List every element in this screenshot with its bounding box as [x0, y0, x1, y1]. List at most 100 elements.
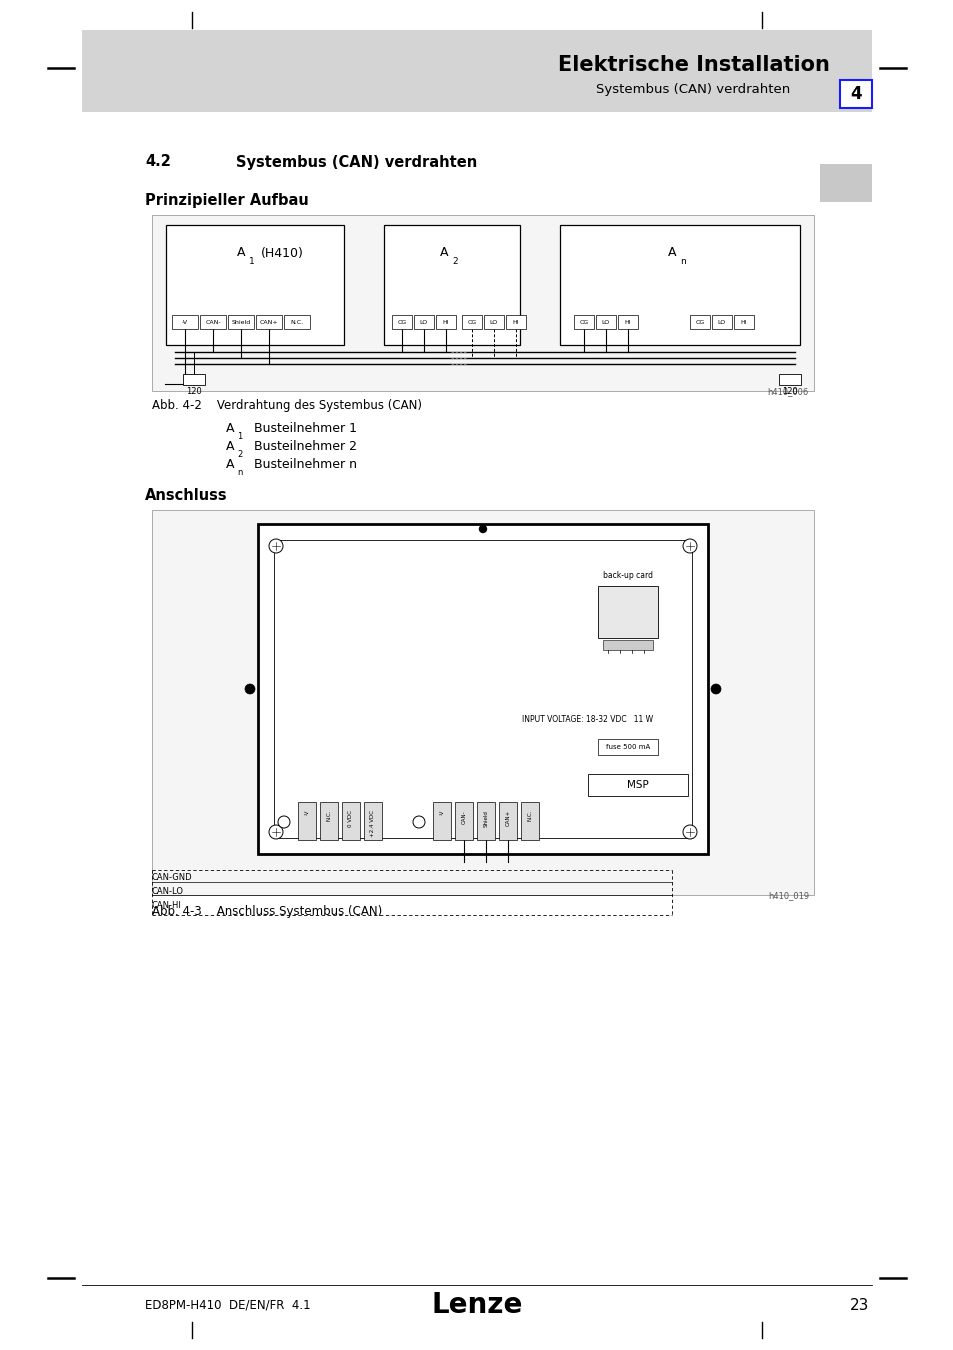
- Text: Abb. 4-3    Anschluss Systembus (CAN): Abb. 4-3 Anschluss Systembus (CAN): [152, 906, 382, 918]
- Text: CAN-GND: CAN-GND: [152, 873, 193, 883]
- Text: HI: HI: [740, 320, 746, 324]
- Text: LO: LO: [419, 320, 428, 324]
- Circle shape: [682, 539, 697, 553]
- Bar: [505, 315, 525, 329]
- Bar: [228, 315, 253, 329]
- Text: A: A: [225, 421, 233, 435]
- Text: 1: 1: [236, 432, 242, 441]
- Text: CAN-: CAN-: [205, 320, 220, 324]
- Text: N.C.: N.C.: [326, 810, 331, 821]
- Text: 1: 1: [249, 256, 254, 266]
- Text: 120: 120: [781, 386, 797, 396]
- Circle shape: [710, 684, 720, 694]
- Text: Systembus (CAN) verdrahten: Systembus (CAN) verdrahten: [235, 154, 476, 170]
- Text: CAN+: CAN+: [259, 320, 278, 324]
- Text: +2.4 VDC: +2.4 VDC: [370, 810, 375, 837]
- Bar: [455, 802, 473, 840]
- Text: A: A: [667, 247, 676, 259]
- Bar: [461, 315, 481, 329]
- Bar: [733, 315, 753, 329]
- Text: Prinzipieller Aufbau: Prinzipieller Aufbau: [145, 193, 309, 208]
- Text: Systembus (CAN) verdrahten: Systembus (CAN) verdrahten: [595, 84, 789, 96]
- Text: HI: HI: [442, 320, 449, 324]
- Bar: [255, 315, 282, 329]
- Text: Abb. 4-2    Verdrahtung des Systembus (CAN): Abb. 4-2 Verdrahtung des Systembus (CAN): [152, 400, 421, 413]
- Text: Elektrische Installation: Elektrische Installation: [558, 55, 829, 76]
- Text: MSP: MSP: [626, 780, 648, 790]
- Bar: [152, 510, 813, 895]
- Text: 4: 4: [849, 85, 861, 103]
- Text: HI: HI: [624, 320, 631, 324]
- Bar: [152, 215, 813, 392]
- Text: CAN-: CAN-: [461, 810, 466, 824]
- Bar: [433, 802, 451, 840]
- Bar: [341, 802, 359, 840]
- Bar: [596, 315, 616, 329]
- Text: CAN-HI: CAN-HI: [152, 902, 182, 910]
- Bar: [520, 802, 538, 840]
- Text: CAN-LO: CAN-LO: [152, 887, 184, 896]
- Bar: [297, 802, 315, 840]
- Text: Busteilnehmer 1: Busteilnehmer 1: [253, 421, 356, 435]
- Text: CG: CG: [578, 320, 588, 324]
- Text: Lenze: Lenze: [431, 1291, 522, 1319]
- Text: Busteilnehmer n: Busteilnehmer n: [253, 458, 356, 471]
- Text: N.C.: N.C.: [527, 810, 532, 821]
- Text: 120: 120: [186, 386, 202, 396]
- Bar: [183, 374, 205, 385]
- Text: CG: CG: [695, 320, 704, 324]
- Text: back-up card: back-up card: [602, 571, 652, 580]
- Text: fuse 500 mA: fuse 500 mA: [605, 744, 649, 751]
- Bar: [602, 640, 652, 649]
- Bar: [319, 802, 337, 840]
- Bar: [574, 315, 594, 329]
- Text: h410_006: h410_006: [767, 387, 808, 396]
- Text: A: A: [236, 247, 245, 259]
- Bar: [820, 163, 871, 202]
- Text: CG: CG: [467, 320, 476, 324]
- Circle shape: [479, 525, 486, 532]
- Bar: [257, 524, 707, 855]
- Text: 2: 2: [236, 450, 242, 459]
- Circle shape: [269, 825, 283, 838]
- Bar: [711, 315, 731, 329]
- Text: INPUT VOLTAGE: 18-32 VDC   11 W: INPUT VOLTAGE: 18-32 VDC 11 W: [521, 714, 652, 724]
- Bar: [166, 225, 344, 346]
- Bar: [689, 315, 709, 329]
- Circle shape: [682, 825, 697, 838]
- Bar: [483, 315, 503, 329]
- Bar: [82, 30, 871, 112]
- Text: HI: HI: [512, 320, 518, 324]
- Text: 4.2: 4.2: [145, 154, 171, 170]
- Circle shape: [413, 815, 424, 828]
- Text: A: A: [439, 247, 448, 259]
- Text: Shield: Shield: [483, 810, 488, 826]
- Text: CG: CG: [397, 320, 406, 324]
- Text: 2: 2: [452, 256, 457, 266]
- Text: Shield: Shield: [232, 320, 251, 324]
- Bar: [559, 225, 800, 346]
- Text: h410_019: h410_019: [767, 891, 808, 900]
- Bar: [598, 738, 658, 755]
- Text: n: n: [236, 468, 242, 477]
- Text: Busteilnehmer 2: Busteilnehmer 2: [253, 440, 356, 452]
- Bar: [840, 80, 871, 108]
- Text: A: A: [225, 458, 233, 471]
- Text: n: n: [679, 256, 685, 266]
- Text: 23: 23: [849, 1297, 868, 1312]
- Text: -V: -V: [304, 810, 309, 815]
- Bar: [200, 315, 226, 329]
- Text: Anschluss: Anschluss: [145, 489, 228, 504]
- Bar: [172, 315, 198, 329]
- Bar: [618, 315, 638, 329]
- Text: LO: LO: [601, 320, 610, 324]
- Bar: [436, 315, 456, 329]
- Bar: [414, 315, 434, 329]
- Bar: [498, 802, 517, 840]
- Text: LO: LO: [717, 320, 725, 324]
- Text: LO: LO: [489, 320, 497, 324]
- Text: 0 VDC: 0 VDC: [348, 810, 354, 828]
- Bar: [384, 225, 519, 346]
- Bar: [392, 315, 412, 329]
- Text: -V: -V: [439, 810, 444, 815]
